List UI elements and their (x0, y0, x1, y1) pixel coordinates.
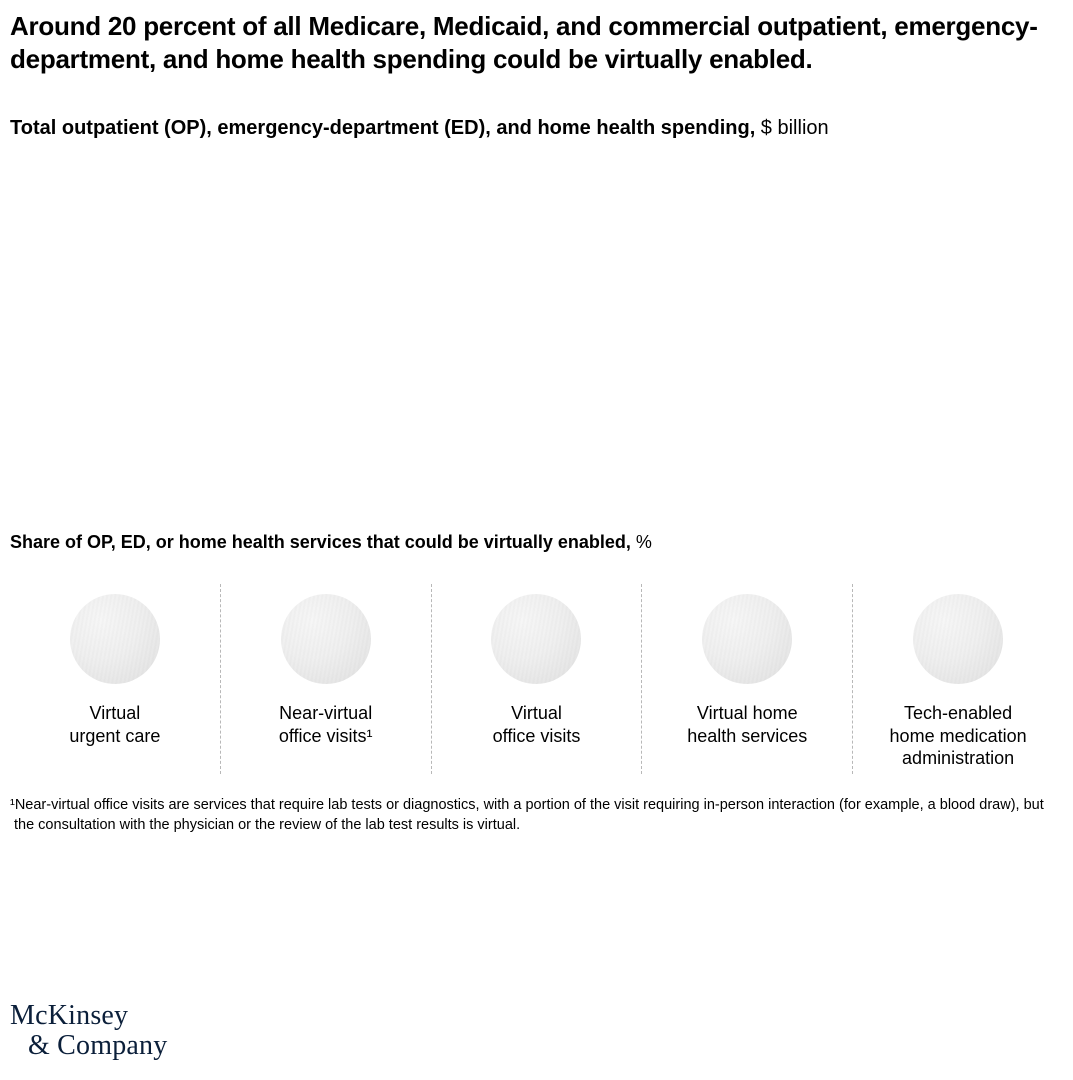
logo-line-1: McKinsey (10, 1001, 167, 1030)
subtitle-bold: Total outpatient (OP), emergency-departm… (10, 117, 755, 139)
top-chart-area (10, 161, 1063, 531)
category-virtual-home-health: Virtual home health services (641, 584, 852, 774)
logo-line-2: & Company (10, 1031, 167, 1060)
sphere-icon (913, 594, 1003, 684)
category-label: Near-virtual office visits¹ (279, 702, 373, 747)
subtitle-unit: $ billion (755, 117, 828, 139)
sphere-icon (702, 594, 792, 684)
category-tech-enabled-home-medication: Tech-enabled home medication administrat… (852, 584, 1063, 774)
share-title-bold: Share of OP, ED, or home health services… (10, 532, 631, 552)
category-near-virtual-office-visits: Near-virtual office visits¹ (220, 584, 431, 774)
footnote: ¹Near-virtual office visits are services… (10, 796, 1063, 835)
category-virtual-urgent-care: Virtual urgent care (10, 584, 220, 774)
category-label: Virtual home health services (687, 702, 807, 747)
sphere-icon (281, 594, 371, 684)
category-label: Virtual office visits (493, 702, 581, 747)
mckinsey-logo: McKinsey & Company (10, 1001, 167, 1060)
headline: Around 20 percent of all Medicare, Medic… (10, 10, 1063, 75)
sphere-icon (70, 594, 160, 684)
categories-row: Virtual urgent care Near-virtual office … (10, 584, 1063, 774)
category-label: Tech-enabled home medication administrat… (890, 702, 1027, 770)
category-virtual-office-visits: Virtual office visits (431, 584, 642, 774)
share-title: Share of OP, ED, or home health services… (10, 531, 1063, 554)
share-title-unit: % (631, 532, 652, 552)
sphere-icon (491, 594, 581, 684)
category-label: Virtual urgent care (69, 702, 160, 747)
top-chart-subtitle: Total outpatient (OP), emergency-departm… (10, 115, 1063, 141)
